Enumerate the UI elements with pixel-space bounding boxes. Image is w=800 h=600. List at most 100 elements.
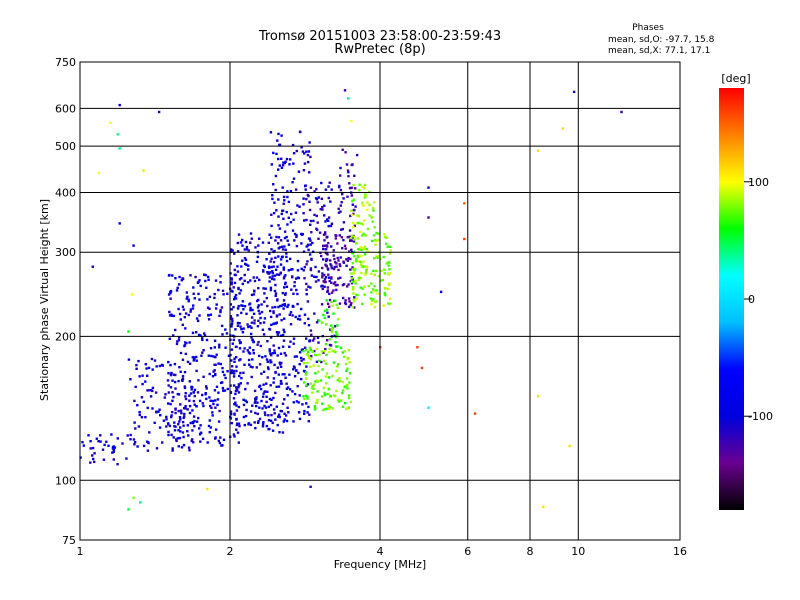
data-point [257, 304, 260, 307]
data-point [323, 408, 327, 411]
data-point [229, 390, 233, 394]
data-point [178, 275, 181, 279]
data-point [193, 297, 196, 300]
data-point [252, 340, 255, 344]
data-point [248, 303, 251, 306]
data-point [372, 269, 375, 273]
data-point [332, 394, 336, 397]
data-point [266, 271, 270, 274]
data-point [286, 190, 289, 193]
data-point [254, 246, 257, 249]
data-point [306, 153, 310, 157]
data-point [273, 363, 276, 367]
data-point [332, 254, 335, 257]
x-tick-label: 16 [673, 545, 687, 558]
data-point [326, 302, 330, 305]
data-point [312, 387, 315, 390]
data-point [93, 460, 96, 464]
data-point [195, 420, 199, 423]
data-point [303, 313, 307, 316]
data-point [364, 234, 367, 237]
data-point [276, 298, 279, 301]
data-point [277, 385, 281, 388]
data-point [270, 265, 273, 269]
data-point [144, 363, 147, 366]
data-point [233, 298, 236, 301]
data-point [291, 390, 294, 393]
data-point [282, 299, 286, 302]
data-point [321, 272, 324, 275]
data-point [281, 248, 285, 251]
data-point [359, 276, 362, 280]
data-point [281, 164, 285, 167]
data-point [174, 277, 177, 280]
data-point [221, 289, 225, 292]
data-point [276, 139, 279, 142]
data-point [269, 288, 273, 292]
data-point [351, 252, 354, 255]
data-point [277, 413, 281, 416]
data-point [320, 303, 324, 306]
data-point [320, 181, 323, 185]
data-point [222, 389, 225, 392]
data-point [183, 412, 186, 416]
data-point [296, 302, 299, 306]
data-point [294, 211, 298, 214]
data-point [279, 382, 283, 385]
data-point [336, 242, 339, 245]
data-point [265, 395, 268, 398]
data-point [188, 449, 191, 452]
data-point [167, 422, 170, 425]
data-point [229, 250, 233, 253]
data-point [325, 247, 328, 251]
data-point [230, 421, 233, 425]
data-point [349, 214, 352, 218]
data-point [236, 422, 239, 425]
data-point [205, 397, 208, 401]
data-point [377, 275, 381, 278]
data-point [373, 226, 376, 229]
data-point [305, 245, 308, 248]
data-point [204, 279, 207, 283]
data-point [300, 232, 303, 236]
data-point [298, 205, 301, 208]
data-point [336, 398, 340, 401]
data-point [352, 183, 355, 187]
data-point [179, 409, 183, 412]
data-point [146, 406, 149, 410]
data-point [280, 134, 283, 137]
data-point [267, 405, 270, 408]
data-point [243, 347, 246, 350]
data-point [272, 381, 275, 384]
data-point [325, 252, 329, 255]
data-point [89, 447, 92, 450]
data-point [279, 334, 283, 337]
data-point [312, 219, 315, 223]
data-point [281, 431, 285, 434]
data-point [330, 188, 333, 191]
data-point [147, 389, 150, 392]
data-point [271, 194, 274, 197]
data-point [276, 423, 279, 427]
data-point [288, 388, 292, 391]
data-point [236, 431, 240, 434]
data-point [167, 430, 170, 434]
data-point [182, 435, 185, 439]
data-point [307, 317, 310, 321]
data-point [341, 405, 345, 408]
data-point [214, 279, 218, 282]
data-point [306, 383, 310, 386]
data-point [291, 314, 294, 317]
data-point [316, 401, 319, 404]
data-point [346, 367, 349, 370]
data-point [328, 405, 331, 409]
data-point [307, 248, 310, 251]
data-point [377, 232, 380, 235]
data-point [181, 431, 185, 434]
data-point [340, 228, 343, 231]
data-point [197, 379, 200, 382]
data-point [243, 273, 246, 277]
data-point [298, 417, 302, 421]
data-point [363, 183, 367, 187]
data-point [315, 321, 319, 324]
